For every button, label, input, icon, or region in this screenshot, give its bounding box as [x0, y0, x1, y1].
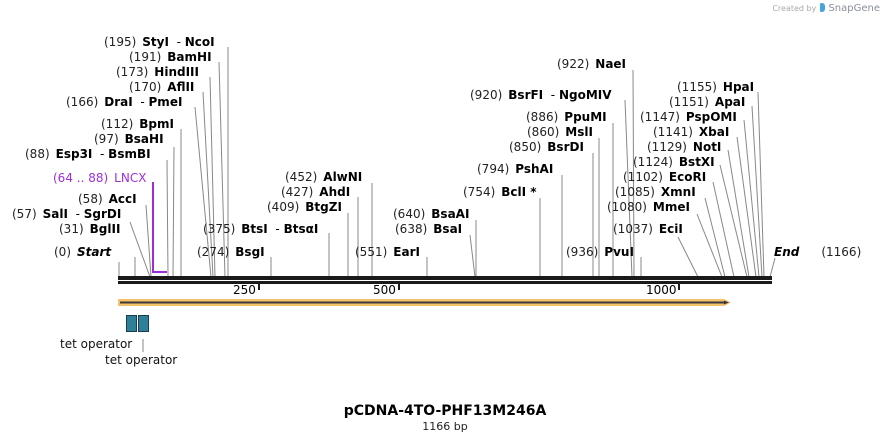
- credit-brand: SnapGene: [828, 3, 880, 14]
- site-ahdi[interactable]: (427) AhdI: [281, 185, 351, 199]
- site-xbai[interactable]: (1141) XbaI: [653, 125, 730, 139]
- site-hpai[interactable]: (1155) HpaI: [677, 80, 755, 94]
- leader-apai: [751, 105, 763, 278]
- ruler-label-250: 250: [233, 283, 256, 297]
- leader-naei: [632, 69, 635, 278]
- ruler-label-1000: 1000: [646, 283, 677, 297]
- leader-bsahi: [172, 146, 175, 278]
- leader-lines: [118, 47, 776, 278]
- leader-bsrfi: [624, 99, 633, 278]
- leader-hpai: [757, 91, 765, 278]
- tet-operator-box-1[interactable]: [126, 315, 137, 332]
- leader-noti: [727, 149, 750, 278]
- credit-prefix: Created by: [772, 4, 817, 13]
- backbone-top-strand: [118, 276, 772, 280]
- site-apai[interactable]: (1151) ApaI: [669, 95, 746, 109]
- site-bsai[interactable]: (638) BsaI: [395, 222, 463, 236]
- site-btgzi[interactable]: (409) BtgZI: [267, 200, 342, 214]
- site-alwni[interactable]: (452) AlwNI: [285, 170, 363, 184]
- site-ppumi[interactable]: (886) PpuMI: [526, 110, 607, 124]
- map-title: pCDNA-4TO-PHF13M246A: [343, 403, 547, 419]
- leader-xmni: [704, 197, 726, 278]
- leader-bamhi: [218, 61, 226, 278]
- site-hindiii[interactable]: (173) HindIII: [116, 65, 199, 79]
- leader-ecori: [712, 181, 735, 278]
- tet-operator-label-2[interactable]: tet operator: [105, 353, 178, 367]
- site-naei[interactable]: (922) NaeI: [557, 57, 627, 71]
- ruler-ticks: [258, 284, 680, 290]
- start-marker: (0) Start: [54, 245, 112, 259]
- site-msli[interactable]: (860) MslI: [527, 125, 593, 139]
- site-aflii[interactable]: (170) AflII: [129, 80, 195, 94]
- leader-pspomi: [743, 119, 760, 278]
- site-xmni[interactable]: (1085) XmnI: [615, 185, 696, 199]
- site-bstxi[interactable]: (1124) BstXI: [633, 155, 715, 169]
- tet-operator-label-1[interactable]: tet operator: [60, 337, 133, 351]
- leader-mmei: [696, 213, 723, 278]
- site-ecori[interactable]: (1102) EcoRI: [623, 170, 707, 184]
- site-noti[interactable]: (1129) NotI: [647, 140, 722, 154]
- backbone-bottom-strand: [118, 281, 772, 284]
- tick-1000: [678, 284, 680, 290]
- leader-bstxi: [719, 164, 748, 278]
- site-bsaai[interactable]: (640) BsaAI: [393, 207, 470, 221]
- site-bsrdi[interactable]: (850) BsrDI: [509, 140, 584, 154]
- tet-operator-box-2[interactable]: [138, 315, 149, 332]
- site-pvui[interactable]: (936) PvuI: [566, 245, 634, 259]
- feature-label-lncx[interactable]: (64 .. 88) LNCX: [53, 171, 147, 185]
- leader-end: [769, 257, 776, 278]
- site-esp3i-bsmbi[interactable]: (88) Esp3I - BsmBI: [25, 147, 151, 161]
- tick-250: [258, 284, 260, 290]
- snapgene-logo-icon: [819, 3, 825, 12]
- site-bglii[interactable]: (31) BglII: [59, 222, 121, 236]
- site-bsgi[interactable]: (274) BsgI: [197, 245, 265, 259]
- site-acci[interactable]: (58) AccI: [78, 192, 137, 206]
- snapgene-credit: Created by SnapGene: [772, 3, 880, 14]
- site-eari[interactable]: (551) EarI: [355, 245, 420, 259]
- lncx-feature-marker[interactable]: [152, 182, 167, 273]
- leader-esp3i: [166, 159, 169, 278]
- tick-500: [398, 284, 400, 290]
- site-bcli[interactable]: (754) BclI *: [463, 185, 537, 199]
- leader-xbai: [736, 136, 757, 278]
- site-bsahi[interactable]: (97) BsaHI: [94, 132, 164, 146]
- leader-drai: [194, 106, 212, 278]
- site-styi-ncoi[interactable]: (195) StyI - NcoI: [104, 35, 215, 49]
- site-btsi-btsai[interactable]: (375) BtsI - BtsαI: [203, 222, 319, 236]
- site-drai-pmei[interactable]: (166) DraI - PmeI: [66, 95, 183, 109]
- site-bsrfi-ngomiv[interactable]: (920) BsrFI - NgoMIV: [470, 88, 612, 102]
- leader-aflii: [202, 91, 214, 278]
- ruler-label-500: 500: [373, 283, 396, 297]
- site-pshai[interactable]: (794) PshAI: [477, 162, 554, 176]
- site-bpmi[interactable]: (112) BpmI: [101, 117, 174, 131]
- leader-ecii: [677, 236, 699, 278]
- site-mmei[interactable]: (1080) MmeI: [607, 200, 690, 214]
- site-bamhi[interactable]: (191) BamHI: [129, 50, 212, 64]
- leader-acci: [145, 204, 152, 278]
- site-pspomi[interactable]: (1147) PspOMI: [640, 110, 737, 124]
- leader-sali: [129, 221, 151, 278]
- site-sali-sgrdi[interactable]: (57) SalI - SgrDI: [12, 207, 122, 221]
- leader-hindiii: [209, 76, 216, 278]
- end-marker: End (1166): [774, 245, 862, 259]
- leader-bsai: [469, 234, 476, 278]
- site-ecii[interactable]: (1037) EciI: [613, 222, 683, 236]
- map-length: 1166 bp: [422, 420, 468, 433]
- orf-arrow[interactable]: [118, 299, 731, 306]
